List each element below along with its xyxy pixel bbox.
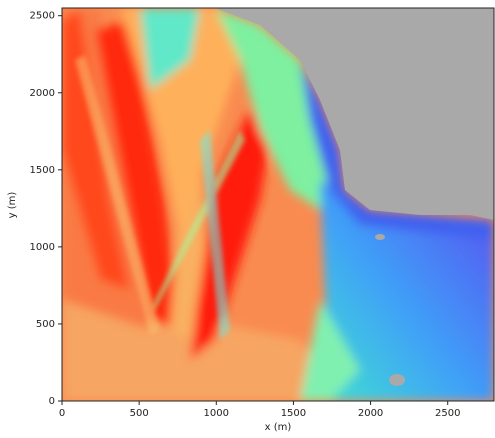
x-tick-label: 2000 <box>358 408 383 419</box>
x-axis-label: x (m) <box>265 422 292 433</box>
y-tick-label: 1000 <box>30 242 55 253</box>
x-tick-label: 1000 <box>204 408 229 419</box>
y-tick-label: 0 <box>49 396 55 407</box>
field-image <box>62 8 494 401</box>
y-tick-label: 2500 <box>30 11 55 22</box>
y-tick-label: 1500 <box>30 165 55 176</box>
x-tick-label: 500 <box>130 408 149 419</box>
plot-frame <box>61 7 495 402</box>
y-axis-label: y (m) <box>7 192 18 219</box>
y-tick-label: 2000 <box>30 88 55 99</box>
x-tick-label: 0 <box>59 408 65 419</box>
x-tick-label: 1500 <box>281 408 306 419</box>
x-tick-label: 2500 <box>435 408 460 419</box>
y-tick-label: 500 <box>36 319 55 330</box>
